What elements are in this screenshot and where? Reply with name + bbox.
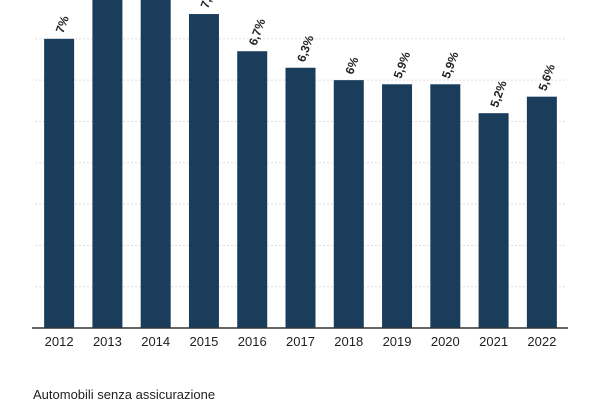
bar	[285, 67, 316, 328]
bar	[333, 80, 364, 329]
value-label: 6,7%	[246, 16, 269, 47]
bar	[140, 0, 171, 328]
value-label: 5,9%	[391, 49, 414, 80]
value-label: 5,2%	[487, 78, 510, 109]
bar	[237, 51, 268, 328]
x-tick-label: 2020	[431, 334, 460, 349]
bar	[382, 84, 413, 329]
bar	[526, 96, 557, 329]
bar	[92, 0, 123, 328]
x-tick-label: 2019	[383, 334, 412, 349]
x-tick-label: 2016	[238, 334, 267, 349]
value-label: 6%	[342, 55, 361, 76]
value-label: 5,6%	[536, 62, 559, 93]
value-label: 7%	[53, 13, 72, 34]
x-tick-label: 2022	[527, 334, 556, 349]
x-tick-label: 2015	[189, 334, 218, 349]
bar	[188, 14, 219, 328]
bar	[44, 38, 75, 328]
value-label: 6,3%	[294, 33, 317, 64]
value-label: 7,6%	[198, 0, 221, 10]
x-tick-label: 2021	[479, 334, 508, 349]
series-label: Automobili senza assicurazione	[33, 387, 215, 400]
value-label: 5,9%	[439, 49, 462, 80]
bar	[430, 84, 461, 329]
x-tick-label: 2012	[45, 334, 74, 349]
bar	[478, 113, 509, 328]
x-tick-label: 2014	[141, 334, 170, 349]
x-tick-label: 2013	[93, 334, 122, 349]
x-tick-label: 2017	[286, 334, 315, 349]
x-tick-label: 2018	[334, 334, 363, 349]
